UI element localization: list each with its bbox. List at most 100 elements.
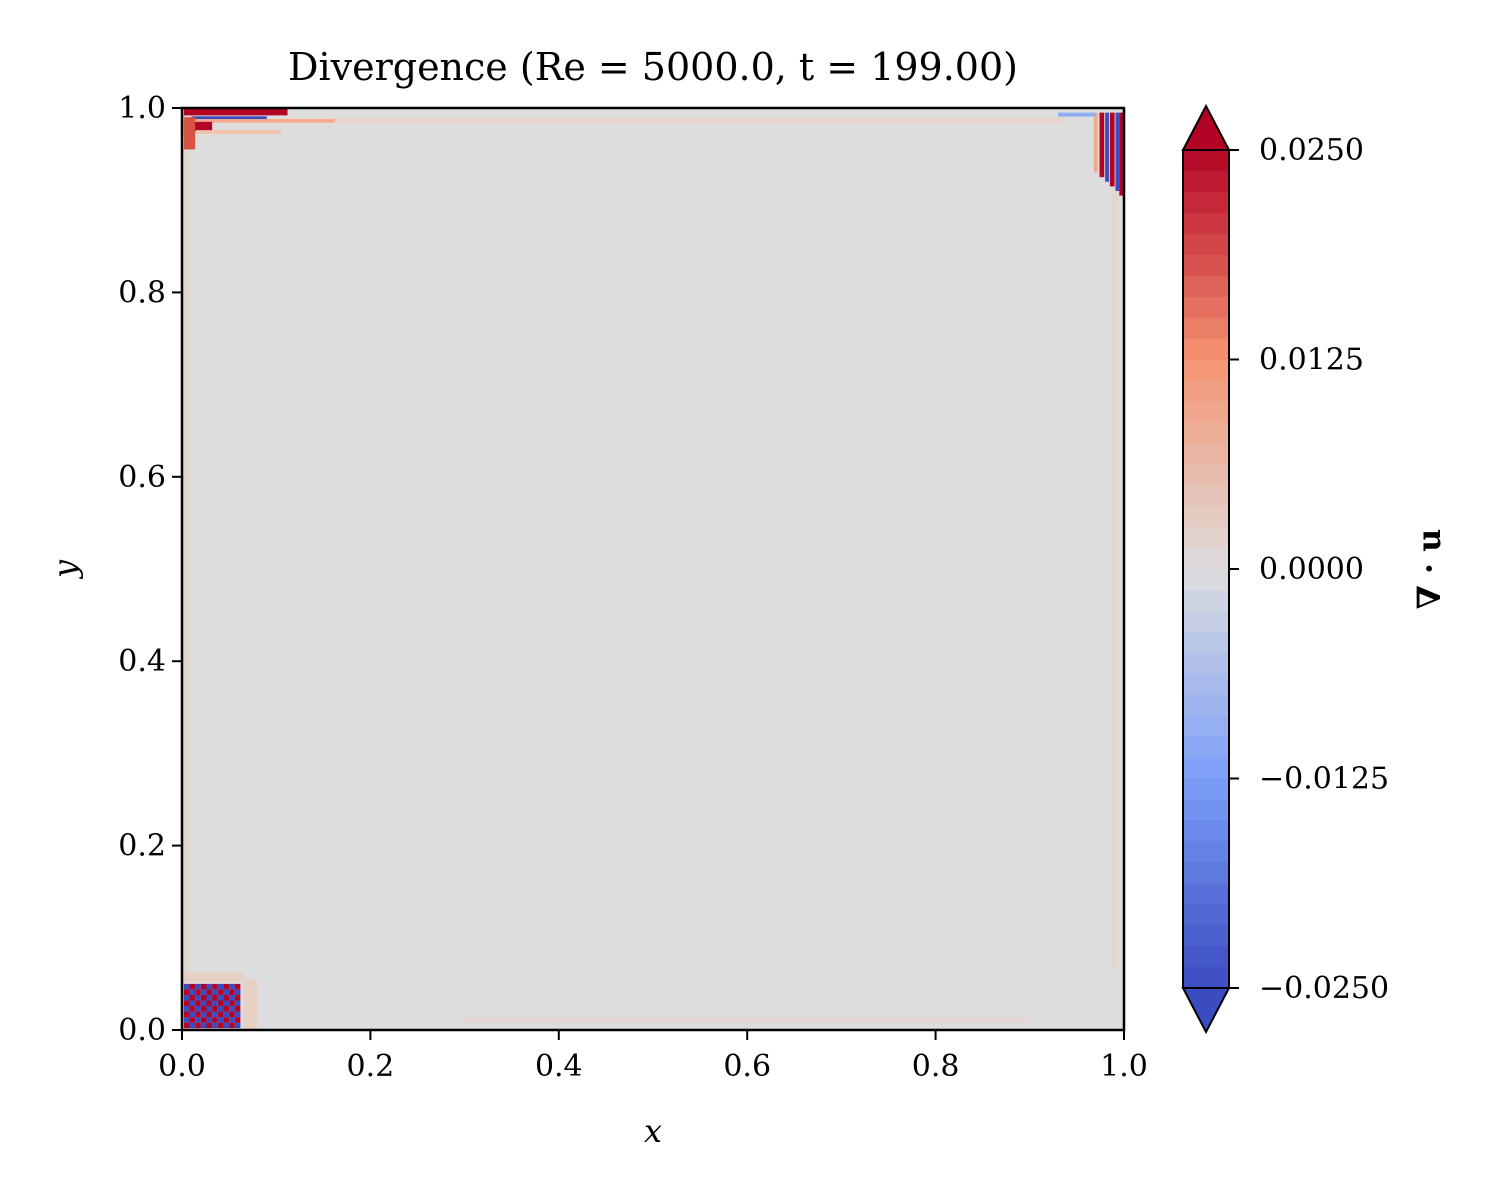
x-tick-label: 0.6: [723, 1049, 771, 1084]
colorbar-level: [1183, 589, 1229, 612]
bottom-left-cell: [217, 1006, 224, 1012]
bottom-left-cell: [223, 1006, 230, 1012]
bottom-left-cell: [229, 1011, 235, 1018]
bottom-left-cell: [212, 1017, 218, 1023]
colorbar-level: [1183, 359, 1229, 382]
bottom-left-cell: [206, 1000, 213, 1007]
bottom-left-cell: [195, 994, 201, 1001]
bottom-left-cell: [189, 1006, 196, 1012]
bottom-left-cell: [212, 1000, 218, 1007]
bottom-left-cell: [206, 1011, 213, 1018]
bottom-left-cell: [229, 983, 235, 990]
colorbar-tick-label: 0.0250: [1259, 133, 1364, 168]
y-tick-label: 0.8: [118, 275, 166, 310]
colorbar-level: [1183, 422, 1229, 444]
bottom-left-cell: [200, 1017, 207, 1023]
bottom-left-cell: [212, 983, 218, 990]
colorbar-extend-max: [1181, 103, 1231, 151]
top-right-feature: [1119, 112, 1124, 196]
chart-title: Divergence (Re = 5000.0, t = 199.00): [288, 45, 1018, 89]
lid-band: [282, 118, 1064, 123]
bottom-left-cell: [195, 989, 201, 995]
plot-background: [182, 108, 1124, 1030]
top-left-feature: [191, 116, 267, 120]
colorbar-level: [1183, 275, 1229, 298]
bottom-left-cell: [223, 1017, 230, 1023]
bottom-left-cell: [200, 994, 207, 1001]
bottom-left-cell: [229, 994, 235, 1001]
top-right-feature: [1109, 112, 1115, 187]
bottom-left-cell: [212, 994, 218, 1001]
colorbar-level: [1183, 443, 1229, 465]
bottom-left-cell: [206, 1006, 213, 1012]
colorbar-level: [1183, 862, 1229, 884]
plot-frame: [180, 106, 1126, 1032]
colorbar-level: [1183, 715, 1229, 738]
bottom-left-cell: [223, 983, 230, 990]
colorbar-level: [1183, 883, 1229, 905]
colorbar-level: [1183, 254, 1229, 277]
bottom-left-cell: [206, 989, 213, 995]
colorbar-level: [1183, 380, 1229, 402]
bottom-left-cell: [223, 1000, 230, 1007]
plot-area: [180, 106, 1126, 1032]
colorbar-tick-label: −0.0125: [1259, 762, 1389, 797]
bottom-left-cell: [217, 989, 224, 995]
colorbar-level: [1183, 233, 1229, 256]
bottom-left-cell: [234, 1011, 241, 1018]
bottom-left-cell: [212, 1011, 218, 1018]
bottom-left-cell: [183, 1006, 190, 1012]
colorbar-level: [1183, 464, 1229, 486]
colorbar-level: [1183, 925, 1229, 947]
top-right-feature: [1115, 112, 1120, 191]
top-right-feature: [1099, 112, 1105, 178]
bottom-left-cell: [229, 1006, 235, 1012]
colorbar-level: [1183, 967, 1229, 989]
bottom-left-halo: [243, 979, 258, 1030]
bottom-left-cell: [229, 1000, 235, 1007]
bottom-left-cell: [229, 1022, 235, 1029]
top-right-feature: [1105, 112, 1109, 182]
colorbar-level: [1183, 673, 1229, 696]
colorbar-tick-label: 0.0000: [1259, 552, 1364, 587]
bottom-left-cell: [189, 1017, 196, 1023]
colorbar-level: [1183, 170, 1229, 193]
x-tick-label: 0.4: [535, 1049, 583, 1084]
bottom-left-cell: [206, 983, 213, 990]
right-wall-band: [1112, 108, 1118, 970]
x-tick-label: 0.0: [158, 1049, 206, 1084]
bottom-left-cell: [189, 989, 196, 995]
bottom-left-cell: [195, 1017, 201, 1023]
colorbar-level: [1183, 631, 1229, 654]
colorbar-level: [1183, 946, 1229, 968]
colorbar-extend-min: [1181, 987, 1231, 1035]
colorbar-level: [1183, 191, 1229, 214]
bottom-left-cell: [183, 1017, 190, 1023]
bottom-left-cell: [217, 1000, 224, 1007]
colorbar-level: [1183, 485, 1229, 507]
colorbar-level: [1183, 694, 1229, 717]
bottom-left-cell: [189, 983, 196, 990]
colorbar-level: [1183, 569, 1229, 591]
bottom-left-cell: [189, 1011, 196, 1018]
bottom-left-cell: [223, 989, 230, 995]
bottom-left-cell: [189, 1022, 196, 1029]
bottom-left-cell: [195, 983, 201, 990]
bottom-left-cell: [223, 1022, 230, 1029]
colorbar-level: [1183, 736, 1229, 759]
bottom-left-cell: [223, 994, 230, 1001]
bottom-left-halo: [182, 972, 244, 983]
y-tick-label: 0.0: [118, 1013, 166, 1048]
bottom-left-cell: [217, 1022, 224, 1029]
bottom-left-cell: [234, 1006, 241, 1012]
top-left-feature: [183, 121, 213, 132]
bottom-left-cell: [223, 1011, 230, 1018]
top-left-feature: [196, 130, 281, 134]
colorbar-level: [1183, 317, 1229, 340]
top-left-feature: [183, 117, 196, 150]
bottom-left-cell: [217, 983, 224, 990]
bottom-left-cell: [212, 989, 218, 995]
colorbar: 0.0250 0.0125 0.0000 −0.0125 −0.0250: [1181, 103, 1389, 1035]
bottom-left-cell: [217, 994, 224, 1001]
